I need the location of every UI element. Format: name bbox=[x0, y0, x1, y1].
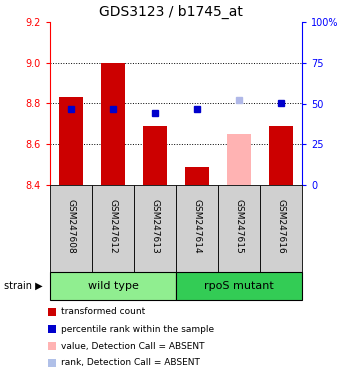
Text: GSM247613: GSM247613 bbox=[150, 199, 160, 254]
Bar bbox=[176, 185, 218, 272]
Bar bbox=[59, 98, 83, 185]
Bar bbox=[50, 185, 92, 272]
Bar bbox=[92, 185, 134, 272]
Bar bbox=[134, 185, 176, 272]
Bar bbox=[269, 126, 293, 185]
Text: value, Detection Call = ABSENT: value, Detection Call = ABSENT bbox=[61, 341, 205, 351]
Text: transformed count: transformed count bbox=[61, 308, 145, 316]
Bar bbox=[102, 63, 124, 185]
Bar bbox=[176, 272, 302, 300]
Text: wild type: wild type bbox=[88, 281, 138, 291]
Bar bbox=[227, 134, 251, 185]
Text: GSM247614: GSM247614 bbox=[193, 199, 202, 254]
Bar bbox=[260, 185, 302, 272]
Bar bbox=[186, 167, 209, 185]
Text: rank, Detection Call = ABSENT: rank, Detection Call = ABSENT bbox=[61, 359, 200, 367]
Text: percentile rank within the sample: percentile rank within the sample bbox=[61, 324, 214, 333]
Text: GDS3123 / b1745_at: GDS3123 / b1745_at bbox=[99, 5, 242, 19]
Text: GSM247615: GSM247615 bbox=[235, 199, 243, 254]
Bar bbox=[50, 272, 176, 300]
Bar bbox=[218, 185, 260, 272]
Text: rpoS mutant: rpoS mutant bbox=[204, 281, 274, 291]
Text: GSM247616: GSM247616 bbox=[277, 199, 285, 254]
Text: GSM247608: GSM247608 bbox=[66, 199, 75, 254]
Text: strain ▶: strain ▶ bbox=[4, 281, 42, 291]
Bar bbox=[144, 126, 166, 185]
Text: GSM247612: GSM247612 bbox=[108, 199, 118, 254]
